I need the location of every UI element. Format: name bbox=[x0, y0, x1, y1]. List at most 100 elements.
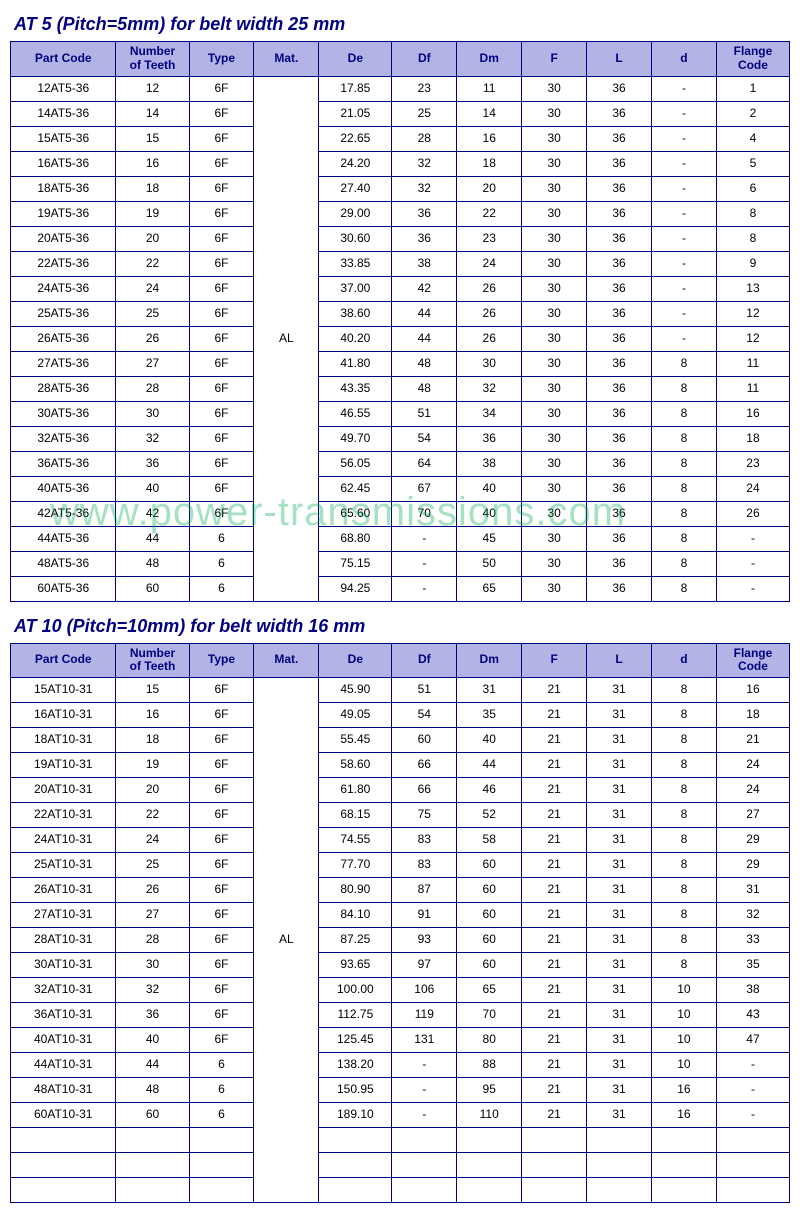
cell: 18 bbox=[457, 151, 522, 176]
cell: 30 bbox=[522, 476, 587, 501]
cell: 60 bbox=[392, 728, 457, 753]
cell: 68.80 bbox=[319, 526, 392, 551]
section-title: AT 5 (Pitch=5mm) for belt width 25 mm bbox=[14, 14, 790, 35]
cell: 36 bbox=[116, 451, 189, 476]
cell: 24.20 bbox=[319, 151, 392, 176]
cell: 60AT5-36 bbox=[11, 576, 116, 601]
cell: 21 bbox=[522, 953, 587, 978]
cell: 11 bbox=[716, 376, 789, 401]
cell: 87 bbox=[392, 878, 457, 903]
cell: 6F bbox=[189, 451, 254, 476]
cell: 8 bbox=[651, 401, 716, 426]
cell: 6F bbox=[189, 76, 254, 101]
cell: 30 bbox=[522, 201, 587, 226]
cell-empty bbox=[587, 1128, 652, 1153]
cell: 36AT10-31 bbox=[11, 1003, 116, 1028]
cell-empty bbox=[651, 1178, 716, 1203]
cell: 110 bbox=[457, 1103, 522, 1128]
cell: 48AT5-36 bbox=[11, 551, 116, 576]
cell-empty bbox=[457, 1153, 522, 1178]
cell: 6F bbox=[189, 376, 254, 401]
table-row: 20AT10-31206F61.8066462131824 bbox=[11, 778, 790, 803]
table-row: 14AT5-36146F21.0525143036-2 bbox=[11, 101, 790, 126]
cell: 31 bbox=[587, 1003, 652, 1028]
cell: 44 bbox=[392, 301, 457, 326]
cell: 31 bbox=[587, 978, 652, 1003]
cell: 24 bbox=[716, 753, 789, 778]
cell: 36AT5-36 bbox=[11, 451, 116, 476]
cell: - bbox=[392, 576, 457, 601]
cell: 12AT5-36 bbox=[11, 76, 116, 101]
cell: 38 bbox=[457, 451, 522, 476]
cell: 33 bbox=[716, 928, 789, 953]
cell: 12 bbox=[716, 301, 789, 326]
cell: 6F bbox=[189, 1003, 254, 1028]
cell: - bbox=[651, 176, 716, 201]
cell: 30.60 bbox=[319, 226, 392, 251]
cell: 21 bbox=[522, 903, 587, 928]
cell: 60 bbox=[116, 1103, 189, 1128]
cell: - bbox=[716, 526, 789, 551]
cell: 21 bbox=[716, 728, 789, 753]
cell: 189.10 bbox=[319, 1103, 392, 1128]
cell: 65 bbox=[457, 978, 522, 1003]
cell: 43.35 bbox=[319, 376, 392, 401]
cell: 6 bbox=[189, 576, 254, 601]
cell: 50 bbox=[457, 551, 522, 576]
cell: 31 bbox=[457, 678, 522, 703]
cell: 55.45 bbox=[319, 728, 392, 753]
cell: 30 bbox=[522, 551, 587, 576]
cell: 11 bbox=[457, 76, 522, 101]
cell: 31 bbox=[587, 1078, 652, 1103]
cell: 32 bbox=[116, 978, 189, 1003]
cell: 21 bbox=[522, 1078, 587, 1103]
cell: 36 bbox=[587, 251, 652, 276]
cell: 20AT5-36 bbox=[11, 226, 116, 251]
cell: 42 bbox=[392, 276, 457, 301]
cell-empty bbox=[11, 1128, 116, 1153]
cell: 31 bbox=[587, 1028, 652, 1053]
cell: 30 bbox=[116, 953, 189, 978]
cell: 6F bbox=[189, 476, 254, 501]
cell: 32AT5-36 bbox=[11, 426, 116, 451]
cell: 10 bbox=[651, 1028, 716, 1053]
cell: 6 bbox=[189, 1103, 254, 1128]
table-row: 44AT5-3644668.80-4530368- bbox=[11, 526, 790, 551]
cell-empty bbox=[651, 1153, 716, 1178]
cell: 21 bbox=[522, 878, 587, 903]
col-header: L bbox=[587, 643, 652, 678]
cell: 65.60 bbox=[319, 501, 392, 526]
cell: 8 bbox=[651, 828, 716, 853]
cell: 31 bbox=[587, 828, 652, 853]
cell: 8 bbox=[651, 903, 716, 928]
cell: 66 bbox=[392, 778, 457, 803]
cell: 22 bbox=[457, 201, 522, 226]
cell: 119 bbox=[392, 1003, 457, 1028]
cell: 44 bbox=[116, 1053, 189, 1078]
cell: 19 bbox=[116, 753, 189, 778]
cell: 27 bbox=[716, 803, 789, 828]
cell: 8 bbox=[651, 778, 716, 803]
cell: 45.90 bbox=[319, 678, 392, 703]
cell: 25 bbox=[116, 853, 189, 878]
cell: 36 bbox=[587, 376, 652, 401]
cell: 21 bbox=[522, 803, 587, 828]
cell: 95 bbox=[457, 1078, 522, 1103]
table-row: 36AT5-36366F56.0564383036823 bbox=[11, 451, 790, 476]
cell: 6F bbox=[189, 301, 254, 326]
cell: 26 bbox=[457, 276, 522, 301]
table-row-empty bbox=[11, 1178, 790, 1203]
col-header: Part Code bbox=[11, 42, 116, 77]
section-title: AT 10 (Pitch=10mm) for belt width 16 mm bbox=[14, 616, 790, 637]
cell: 1 bbox=[716, 76, 789, 101]
cell: 40 bbox=[116, 476, 189, 501]
cell: 24 bbox=[716, 778, 789, 803]
table-row: 60AT5-3660694.25-6530368- bbox=[11, 576, 790, 601]
cell: 36 bbox=[587, 126, 652, 151]
cell: 17.85 bbox=[319, 76, 392, 101]
table-row: 27AT10-31276F84.1091602131832 bbox=[11, 903, 790, 928]
cell: 32 bbox=[716, 903, 789, 928]
cell: 58.60 bbox=[319, 753, 392, 778]
cell: 18 bbox=[716, 703, 789, 728]
cell: 36 bbox=[587, 151, 652, 176]
